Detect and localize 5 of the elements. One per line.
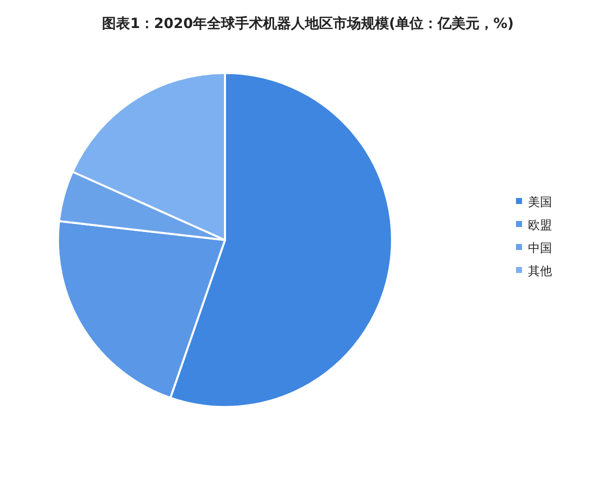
legend-label: 美国 <box>528 195 552 209</box>
legend-label: 其他 <box>528 264 552 278</box>
chart-title: 图表1：2020年全球手术机器人地区市场规模(单位：亿美元，%) <box>102 15 514 32</box>
legend-label: 中国 <box>528 241 552 255</box>
legend-label: 欧盟 <box>528 218 552 232</box>
